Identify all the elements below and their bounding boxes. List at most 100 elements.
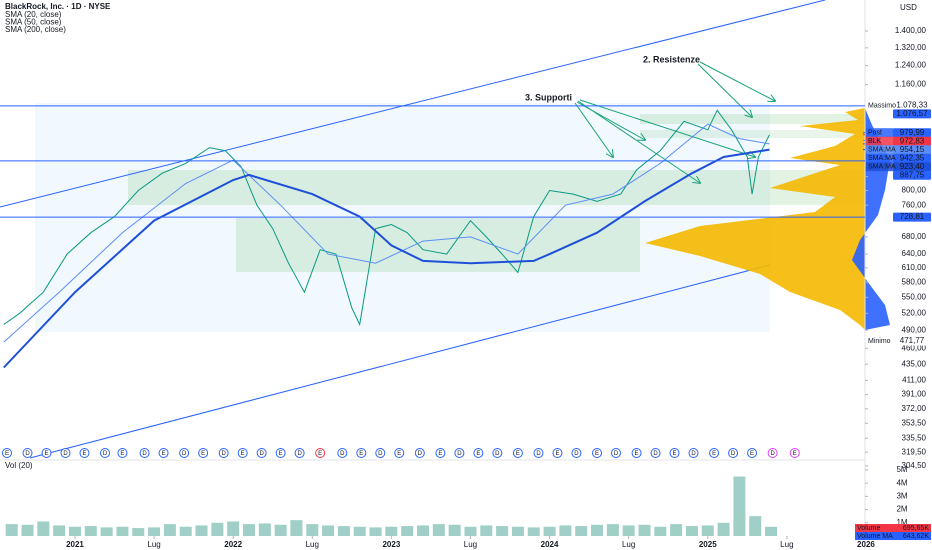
price-tag	[893, 170, 931, 180]
price-tag	[893, 109, 931, 119]
y-tick-label: 490,00	[902, 325, 927, 334]
price-tag-name: Minimo	[868, 338, 891, 345]
price-tag	[893, 162, 931, 172]
volume-bar	[163, 524, 176, 536]
event-marker	[256, 448, 267, 458]
event-label: D	[297, 451, 302, 457]
price-tag-label: 471,77	[900, 336, 925, 345]
event-label: E	[712, 451, 716, 457]
y-tick-label: 680,00	[902, 232, 927, 241]
event-marker	[492, 448, 503, 458]
price-tag-label: 954,15	[900, 145, 925, 154]
volume-bar	[464, 526, 477, 536]
event-label: E	[120, 451, 124, 457]
y-tick-label: 304,50	[902, 461, 927, 470]
volume-bar	[306, 524, 319, 536]
event-marker	[394, 448, 405, 458]
price-tag-label: 979,99	[900, 128, 925, 137]
event-label: D	[731, 451, 736, 457]
price-tag	[893, 136, 931, 146]
event-label: E	[397, 451, 401, 457]
y-tick-label: 335,50	[902, 433, 927, 442]
annotation-arrows	[574, 61, 775, 183]
event-label: E	[516, 451, 520, 457]
event-marker	[1, 448, 12, 458]
volume-bar	[337, 526, 350, 536]
x-tick-label: Lug	[464, 540, 477, 549]
volume-bar	[290, 520, 303, 536]
event-marker	[294, 448, 305, 458]
event-label: D	[691, 451, 696, 457]
volume-bar	[242, 524, 255, 536]
event-label: D	[259, 451, 264, 457]
price-tag-label: 923,40	[900, 162, 925, 171]
volume-tag-label: 695,65K	[903, 525, 929, 532]
volume-tick-label: 1M	[896, 518, 907, 527]
event-label: E	[45, 451, 49, 457]
y-tick-label: 800,00	[902, 186, 927, 195]
volume-bar	[179, 526, 192, 536]
volume-bar	[353, 526, 366, 536]
event-label: D	[182, 451, 187, 457]
event-label: E	[438, 451, 442, 457]
volume-bar	[195, 525, 208, 536]
y-tick-label: 520,00	[902, 308, 927, 317]
price-tag-name: SMA:MA	[868, 147, 896, 154]
volume-bar	[685, 526, 698, 536]
event-label: E	[82, 451, 86, 457]
resistance-zone	[640, 130, 865, 138]
event-marker	[512, 448, 523, 458]
x-tick-label: 2026	[857, 540, 875, 549]
event-marker	[375, 448, 386, 458]
event-marker	[435, 448, 446, 458]
price-tag-name-bg	[866, 153, 893, 163]
volume-bar	[116, 526, 129, 536]
event-label: D	[770, 451, 775, 457]
volume-bar	[21, 524, 34, 536]
volume-bar	[417, 525, 430, 536]
annotation: 2. Resistenze	[643, 54, 700, 64]
event-label: E	[555, 451, 559, 457]
price-tag-name-bg	[866, 145, 893, 155]
event-marker	[611, 448, 622, 458]
event-label: D	[103, 451, 108, 457]
volume-bar	[527, 527, 540, 536]
event-marker	[139, 448, 150, 458]
volume-bar	[717, 522, 730, 536]
event-label: D	[25, 451, 30, 457]
price-tag-label: 972,83	[900, 136, 925, 145]
event-label: D	[614, 451, 619, 457]
price-tag-name: Massimo	[868, 102, 896, 109]
price-line	[3, 123, 770, 343]
volume-tag-bg	[855, 524, 931, 532]
legend-entry: SMA (200, close)	[5, 25, 66, 34]
event-marker	[337, 448, 348, 458]
volume-tick-label: 4M	[896, 478, 907, 487]
volume-bar	[733, 476, 746, 536]
volume-bar	[100, 527, 113, 536]
price-tag	[893, 145, 931, 155]
price-tag-name: SMA:MA	[868, 164, 896, 171]
event-label: D	[457, 451, 462, 457]
y-tick-label: 411,00	[902, 375, 926, 384]
event-marker	[315, 448, 326, 458]
event-marker	[592, 448, 603, 458]
x-tick-label: Lug	[780, 540, 793, 549]
event-marker	[688, 448, 699, 458]
volume-bar	[227, 521, 240, 536]
volume-bar	[211, 522, 224, 536]
event-marker	[41, 448, 52, 458]
price-line	[3, 148, 770, 369]
event-marker	[747, 448, 758, 458]
support-zone	[236, 218, 640, 272]
event-label: D	[536, 451, 541, 457]
volume-bar	[274, 524, 287, 536]
x-tick-label: 2021	[66, 540, 84, 549]
price-tag	[893, 212, 931, 222]
event-label: E	[673, 451, 677, 457]
x-tick-label: Lug	[306, 540, 319, 549]
price-tag-name-bg	[866, 100, 893, 110]
y-tick-label: 391,00	[902, 390, 927, 399]
y-tick-label: 610,00	[902, 263, 927, 272]
resistance-zone	[640, 114, 865, 124]
